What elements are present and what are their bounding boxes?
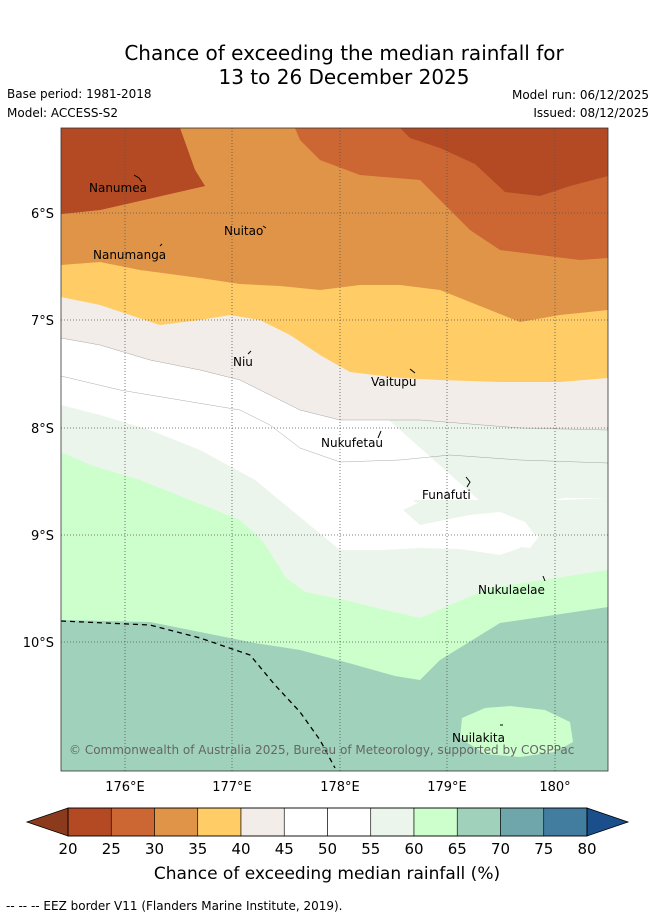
- colorbar-segment-65-70: [456, 807, 501, 837]
- colorbar-over-arrow: [586, 807, 630, 837]
- colorbar-tick-70: 70: [491, 840, 510, 858]
- copyright-notice: © Commonwealth of Australia 2025, Bureau…: [69, 743, 574, 757]
- lon-label-179e: 179°E: [427, 780, 467, 795]
- colorbar-tick-45: 45: [275, 840, 294, 858]
- colorbar-segment-75-80: [543, 807, 588, 837]
- place-labels: Nanumea Nuitao Nanumanga Niu Vaitupu Nuk…: [89, 181, 545, 745]
- colorbar-segment-25-30: [110, 807, 155, 837]
- lon-label-176e: 176°E: [105, 780, 145, 795]
- longitude-labels: 176°E 177°E 178°E 179°E 180°: [105, 780, 570, 795]
- place-label-nanumea: Nanumea: [89, 181, 147, 195]
- lon-label-178e: 178°E: [320, 780, 360, 795]
- nukulaelae-atoll-icon: [542, 575, 546, 582]
- title-line-2: 13 to 26 December 2025: [218, 65, 470, 89]
- colorbar-segment-20-25: [67, 807, 112, 837]
- colorbar-tick-65: 65: [448, 840, 467, 858]
- colorbar-segment-60-65: [413, 807, 458, 837]
- place-label-funafuti: Funafuti: [422, 488, 471, 502]
- colorbar-segment-55-60: [370, 807, 415, 837]
- base-period: Base period: 1981-2018: [7, 87, 152, 101]
- colorbar-tick-80: 80: [577, 840, 596, 858]
- colorbar-tick-60: 60: [404, 840, 423, 858]
- colorbar-segment-50-55: [327, 807, 372, 837]
- place-label-nuilakita: Nuilakita: [452, 731, 505, 745]
- place-label-nuitao: Nuitao: [224, 224, 263, 238]
- lon-label-180: 180°: [539, 780, 570, 795]
- map-panel: Nanumea Nuitao Nanumanga Niu Vaitupu Nuk…: [23, 127, 609, 795]
- colorbar-segment-40-45: [240, 807, 285, 837]
- colorbar-tick-35: 35: [188, 840, 207, 858]
- nukufetau-atoll-icon: [377, 430, 382, 439]
- colorbar-segments: [67, 807, 588, 837]
- colorbar-ticks: 20 25 30 35 40 45 50 55 60 65 70 75 80: [58, 840, 596, 858]
- niu-atoll-icon: [247, 350, 252, 355]
- funafuti-atoll-icon: [465, 476, 471, 488]
- lat-label-6s: 6°S: [31, 207, 54, 222]
- colorbar-tick-25: 25: [102, 840, 121, 858]
- issued-date: Issued: 08/12/2025: [533, 106, 649, 120]
- colorbar-frame: [67, 807, 588, 837]
- colorbar-tick-55: 55: [361, 840, 380, 858]
- place-label-nanumanga: Nanumanga: [93, 248, 166, 262]
- colorbar-under-arrow: [25, 807, 69, 837]
- model-name: Model: ACCESS-S2: [7, 106, 119, 120]
- place-label-nukulaelae: Nukulaelae: [478, 583, 545, 597]
- lat-label-10s: 10°S: [23, 636, 54, 651]
- nanumanga-atoll-icon: [159, 243, 163, 247]
- eez-border-line: [60, 620, 336, 769]
- colorbar: 20 25 30 35 40 45 50 55 60 65 70 75 80 Chance of exc…: [25, 807, 630, 884]
- colorbar-tick-50: 50: [318, 840, 337, 858]
- lat-label-7s: 7°S: [31, 314, 54, 329]
- map-frame: [60, 127, 609, 772]
- island-outlines: [133, 174, 546, 726]
- place-label-niu: Niu: [233, 355, 253, 369]
- place-label-vaitupu: Vaitupu: [371, 375, 417, 389]
- title-line-1: Chance of exceeding the median rainfall …: [124, 41, 564, 65]
- nuitao-atoll-icon: [262, 225, 267, 229]
- latitude-labels: 6°S 7°S 8°S 9°S 10°S: [23, 207, 54, 651]
- colorbar-tick-75: 75: [534, 840, 553, 858]
- colorbar-segment-45-50: [283, 807, 328, 837]
- colorbar-tick-30: 30: [145, 840, 164, 858]
- colorbar-segment-70-75: [500, 807, 545, 837]
- lon-label-177e: 177°E: [212, 780, 252, 795]
- model-run: Model run: 06/12/2025: [511, 88, 649, 102]
- lat-label-9s: 9°S: [31, 529, 54, 544]
- colorbar-label: Chance of exceeding median rainfall (%): [154, 864, 500, 884]
- colorbar-tick-40: 40: [231, 840, 250, 858]
- contour-lines: [60, 337, 609, 464]
- nanumea-atoll-icon: [133, 174, 143, 183]
- lat-label-8s: 8°S: [31, 422, 54, 437]
- colorbar-segment-35-40: [197, 807, 242, 837]
- colorbar-tick-20: 20: [58, 840, 77, 858]
- eez-footnote: -- -- -- EEZ border V11 (Flanders Marine…: [6, 899, 343, 913]
- graticule: [61, 128, 608, 771]
- place-label-nukufetau: Nukufetau: [321, 436, 383, 450]
- vaitupu-atoll-icon: [409, 368, 416, 374]
- rainfall-probability-fill: [61, 128, 608, 771]
- colorbar-segment-30-35: [154, 807, 199, 837]
